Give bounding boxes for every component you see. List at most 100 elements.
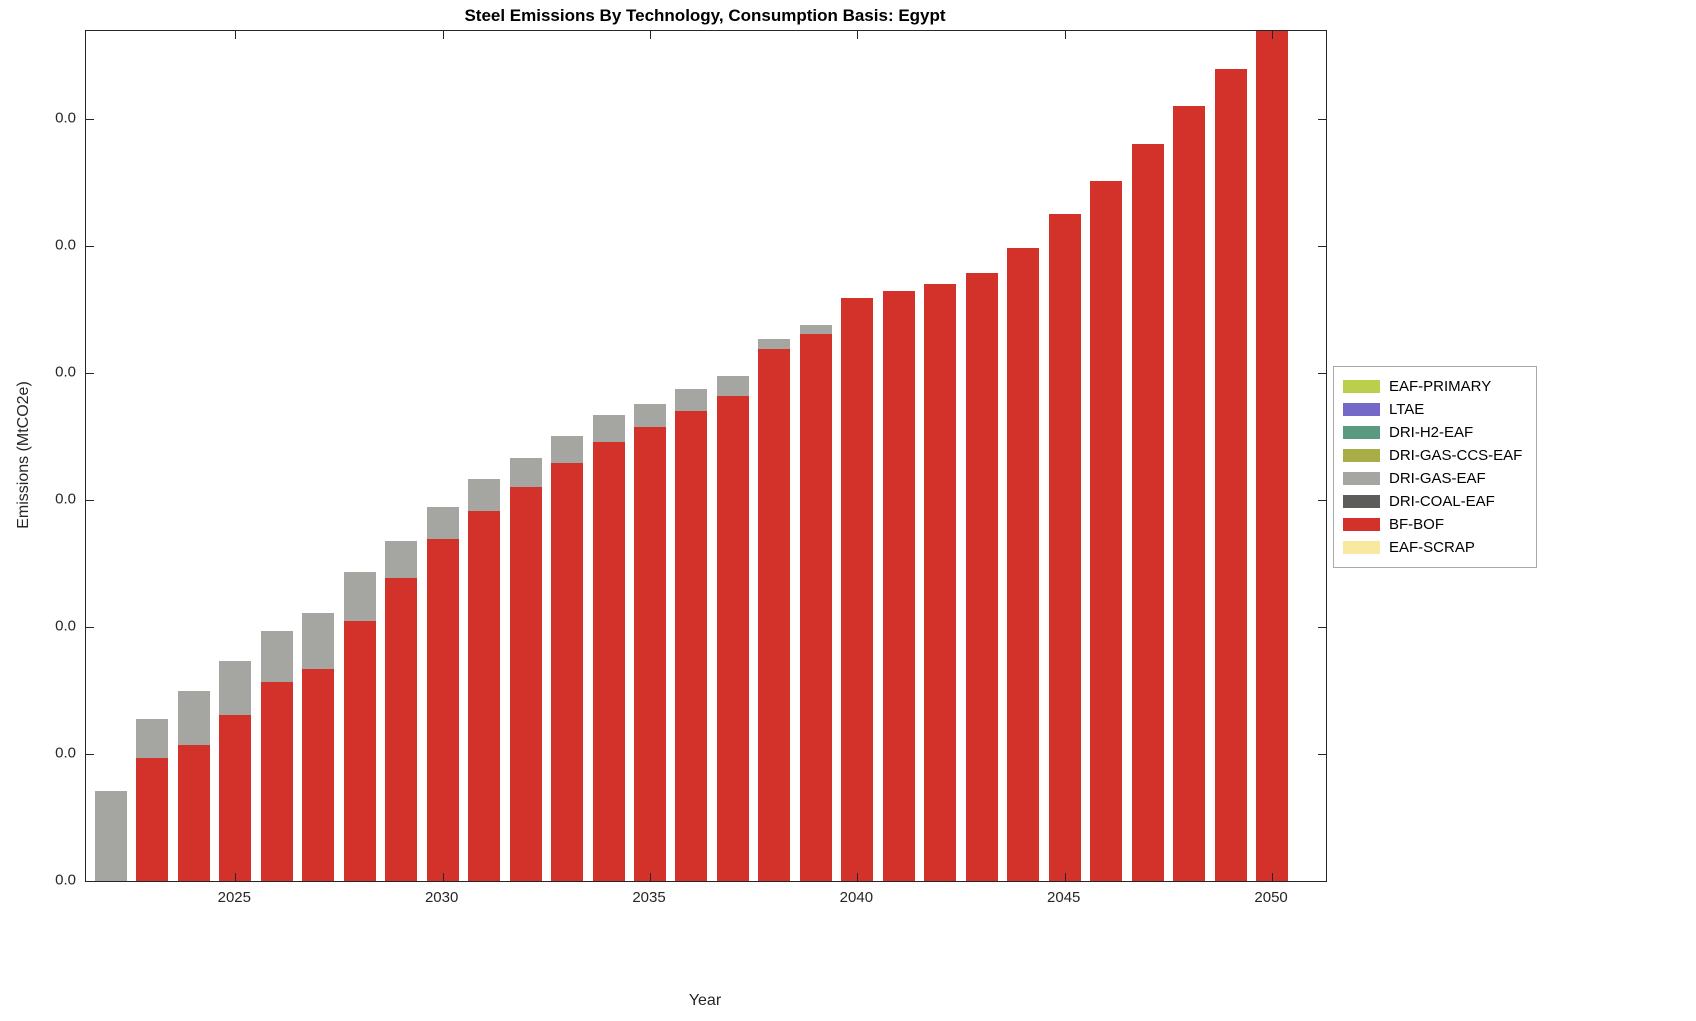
legend-item-bf-bof: BF-BOF xyxy=(1343,513,1522,536)
stacked-bar-2032 xyxy=(509,458,542,881)
stacked-bar-2047 xyxy=(1131,144,1164,881)
stacked-bar-2048 xyxy=(1173,106,1206,881)
y-tick-mark-right xyxy=(1318,246,1326,248)
bar-segment-bf-bof xyxy=(758,349,791,881)
bar-segment-dri-gas-eaf xyxy=(758,339,791,349)
bar-segment-bf-bof xyxy=(592,442,625,881)
legend-item-dri-gas-ccs-eaf: DRI-GAS-CCS-EAF xyxy=(1343,444,1522,467)
bar-segment-bf-bof xyxy=(882,291,915,881)
bar-segment-bf-bof xyxy=(716,396,749,881)
y-axis-label: Emissions (MtCO2e) xyxy=(15,381,32,529)
stacked-bar-2044 xyxy=(1007,248,1040,881)
bar-segment-bf-bof xyxy=(468,511,501,881)
legend-label: EAF-SCRAP xyxy=(1389,539,1475,556)
x-tick-mark xyxy=(857,873,859,881)
bar-segment-bf-bof xyxy=(177,745,210,881)
x-tick-mark xyxy=(1064,873,1066,881)
bar-segment-dri-gas-eaf xyxy=(343,572,376,621)
stacked-bar-2046 xyxy=(1090,181,1123,881)
legend-label: DRI-GAS-EAF xyxy=(1389,470,1486,487)
y-tick-mark-right xyxy=(1318,119,1326,121)
x-tick-label: 2030 xyxy=(424,889,459,906)
bar-segment-bf-bof xyxy=(1090,181,1123,881)
stacked-bar-2050 xyxy=(1256,31,1289,881)
bar-segment-bf-bof xyxy=(509,487,542,881)
stacked-bar-2022 xyxy=(94,791,127,881)
y-tick-mark xyxy=(86,881,94,882)
y-tick-mark xyxy=(86,500,94,502)
legend-swatch xyxy=(1343,495,1380,508)
x-tick-mark xyxy=(1272,873,1274,881)
x-tick-mark-top xyxy=(857,31,859,39)
bar-segment-bf-bof xyxy=(551,463,584,881)
y-tick-label: 0.0 xyxy=(55,236,76,254)
y-tick-label: 0.0 xyxy=(55,490,76,508)
legend-label: BF-BOF xyxy=(1389,516,1444,533)
legend-swatch xyxy=(1343,518,1380,531)
legend-label: DRI-COAL-EAF xyxy=(1389,493,1495,510)
x-tick-mark xyxy=(235,873,237,881)
bar-segment-bf-bof xyxy=(1214,69,1247,881)
bar-segment-dri-gas-eaf xyxy=(260,631,293,682)
stacked-bar-2049 xyxy=(1214,69,1247,881)
legend-label: DRI-H2-EAF xyxy=(1389,424,1474,441)
bar-segment-bf-bof xyxy=(1007,248,1040,881)
x-axis-label: Year xyxy=(688,992,722,1009)
stacked-bar-2038 xyxy=(758,339,791,881)
bar-segment-bf-bof xyxy=(634,427,666,881)
legend-item-eaf-primary: EAF-PRIMARY xyxy=(1343,375,1522,398)
stacked-bar-2027 xyxy=(302,613,335,881)
stacked-bar-2031 xyxy=(468,479,501,881)
bar-segment-bf-bof xyxy=(136,758,169,881)
y-tick-mark-right xyxy=(1318,500,1326,502)
bar-segment-bf-bof xyxy=(965,273,998,881)
legend-swatch xyxy=(1343,449,1380,462)
legend-swatch xyxy=(1343,541,1380,554)
bar-segment-bf-bof xyxy=(1173,106,1206,881)
y-tick-mark xyxy=(86,119,94,121)
stacked-bar-2023 xyxy=(136,719,169,881)
stacked-bar-2040 xyxy=(841,298,874,881)
bar-segment-bf-bof xyxy=(343,621,376,881)
bar-segment-dri-gas-eaf xyxy=(468,479,501,511)
y-tick-mark xyxy=(86,372,94,374)
chart-title: Steel Emissions By Technology, Consumpti… xyxy=(464,6,946,25)
legend-item-dri-gas-eaf: DRI-GAS-EAF xyxy=(1343,467,1522,490)
x-tick-mark xyxy=(650,873,651,881)
bar-segment-dri-gas-eaf xyxy=(799,325,832,334)
stacked-bar-2024 xyxy=(177,691,210,881)
stacked-bar-2025 xyxy=(219,661,252,881)
y-tick-label: 0.0 xyxy=(55,363,76,381)
x-tick-label: 2040 xyxy=(839,889,874,906)
stacked-bar-2037 xyxy=(716,376,749,881)
bar-segment-dri-gas-eaf xyxy=(509,458,542,487)
bar-segment-dri-gas-eaf xyxy=(219,661,252,715)
bar-segment-bf-bof xyxy=(302,669,335,881)
legend-swatch xyxy=(1343,403,1380,416)
x-tick-mark-top xyxy=(235,31,237,39)
x-tick-mark-top xyxy=(1272,31,1274,39)
stacked-bar-2045 xyxy=(1048,214,1081,881)
x-tick-mark-top xyxy=(442,31,444,39)
stacked-bar-2036 xyxy=(675,389,708,881)
legend-swatch xyxy=(1343,380,1380,393)
legend-item-dri-h2-eaf: DRI-H2-EAF xyxy=(1343,421,1522,444)
legend-swatch xyxy=(1343,426,1380,439)
y-tick-mark-right xyxy=(1318,754,1326,756)
y-tick-mark xyxy=(86,754,94,756)
stacked-bar-2041 xyxy=(882,291,915,881)
x-tick-mark xyxy=(442,873,444,881)
stacked-bar-2034 xyxy=(592,415,625,881)
stacked-bar-2028 xyxy=(343,572,376,881)
y-tick-mark-right xyxy=(1318,881,1326,882)
bar-segment-dri-gas-eaf xyxy=(634,404,666,427)
legend-label: LTAE xyxy=(1389,401,1425,418)
bar-segment-bf-bof xyxy=(385,578,418,881)
bar-segment-bf-bof xyxy=(260,682,293,881)
x-tick-label: 2045 xyxy=(1047,889,1081,906)
legend-label: EAF-PRIMARY xyxy=(1389,378,1492,395)
x-tick-label: 2035 xyxy=(632,889,666,906)
bar-segment-dri-gas-eaf xyxy=(675,389,708,411)
x-tick-label: 2025 xyxy=(217,889,251,906)
